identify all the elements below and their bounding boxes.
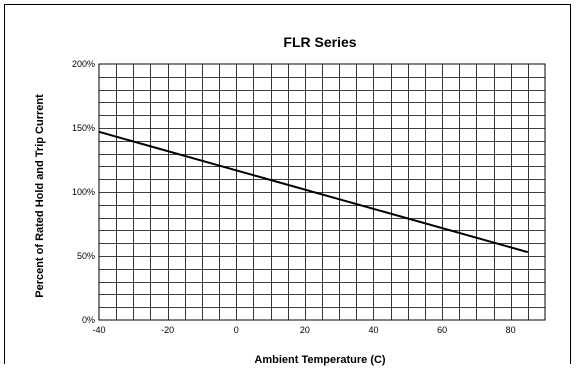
y-tick-label: 100% <box>72 187 95 197</box>
x-tick-label: 40 <box>368 325 378 335</box>
chart-grid <box>99 64 545 320</box>
x-tick-label: 0 <box>234 325 239 335</box>
x-tick-label: 20 <box>300 325 310 335</box>
y-axis-label: Percent of Rated Hold and Trip Current <box>34 94 46 298</box>
x-tick-label: -20 <box>161 325 174 335</box>
plot-area <box>98 63 546 321</box>
x-tick-label: 60 <box>437 325 447 335</box>
y-tick-label: 50% <box>77 251 95 261</box>
series-line <box>98 130 529 254</box>
chart-title: FLR Series <box>283 34 356 50</box>
y-tick-label: 0% <box>82 315 95 325</box>
y-tick-label: 200% <box>72 59 95 69</box>
series-group <box>98 130 529 254</box>
x-tick-label: -40 <box>92 325 105 335</box>
y-tick-label: 150% <box>72 123 95 133</box>
y-tick-labels: 0% 50% 100% 150% 200% <box>72 59 95 325</box>
x-tick-label: 80 <box>506 325 516 335</box>
x-axis-label: Ambient Temperature (C) <box>254 354 386 366</box>
x-tick-labels: -40 -20 0 20 40 60 80 <box>92 325 515 335</box>
